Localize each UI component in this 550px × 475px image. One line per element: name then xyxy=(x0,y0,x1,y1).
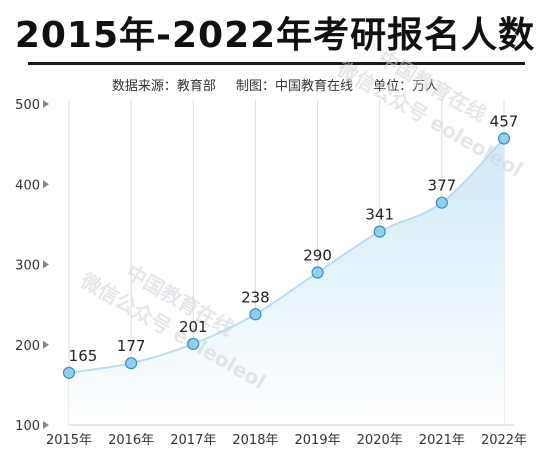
data-label: 238 xyxy=(241,288,270,306)
data-label: 377 xyxy=(428,177,457,195)
area-shape xyxy=(69,138,504,425)
chart-title: 2015年-2022年考研报名人数 xyxy=(14,15,536,56)
x-tick-label: 2015年 xyxy=(46,433,92,448)
data-point xyxy=(435,196,448,209)
data-label: 177 xyxy=(117,337,146,355)
y-tick-marker xyxy=(43,180,49,189)
data-label: 165 xyxy=(69,347,98,365)
data-markers: 165 177 201 238 290 341 377 457 xyxy=(62,113,519,379)
maker-note: 制图：中国教育在线 xyxy=(235,79,353,94)
x-tick-label: 2018年 xyxy=(232,433,278,448)
data-point xyxy=(311,266,324,279)
y-tick-marker xyxy=(43,340,49,349)
y-tick-marker xyxy=(43,421,49,429)
x-tick-label: 2019年 xyxy=(295,433,341,448)
x-tick-label: 2017年 xyxy=(170,433,216,448)
y-tick-marker xyxy=(43,260,49,269)
x-tick-label: 2022年 xyxy=(481,433,527,448)
chart-subtitle: 数据来源：教育部 制图：中国教育在线 单位：万人 xyxy=(0,75,550,94)
x-tick-label: 2016年 xyxy=(108,433,154,448)
data-point xyxy=(187,337,200,351)
y-tick-label: 500 xyxy=(15,98,40,113)
data-point xyxy=(373,225,386,238)
y-tick-label: 400 xyxy=(15,178,40,193)
unit-note: 单位：万人 xyxy=(373,79,439,94)
data-label: 457 xyxy=(490,113,519,131)
source-note: 数据来源：教育部 xyxy=(111,79,216,94)
x-tick-label: 2020年 xyxy=(357,433,403,448)
y-tick-marker xyxy=(43,100,49,108)
data-label: 341 xyxy=(365,206,394,224)
data-point xyxy=(497,132,511,145)
data-point xyxy=(62,366,76,379)
x-tick-label: 2021年 xyxy=(419,433,465,448)
y-tick-label: 300 xyxy=(15,259,40,274)
data-label: 201 xyxy=(179,318,208,336)
data-label: 290 xyxy=(303,247,332,265)
y-tick-label: 200 xyxy=(15,339,40,354)
data-point xyxy=(125,357,138,370)
y-tick-label: 100 xyxy=(15,419,40,434)
title-underline xyxy=(28,62,525,65)
data-point xyxy=(249,308,262,321)
axes: 100 200 300 400 500 2015年 2016年 2017年 2018年 2019年… xyxy=(15,98,527,448)
